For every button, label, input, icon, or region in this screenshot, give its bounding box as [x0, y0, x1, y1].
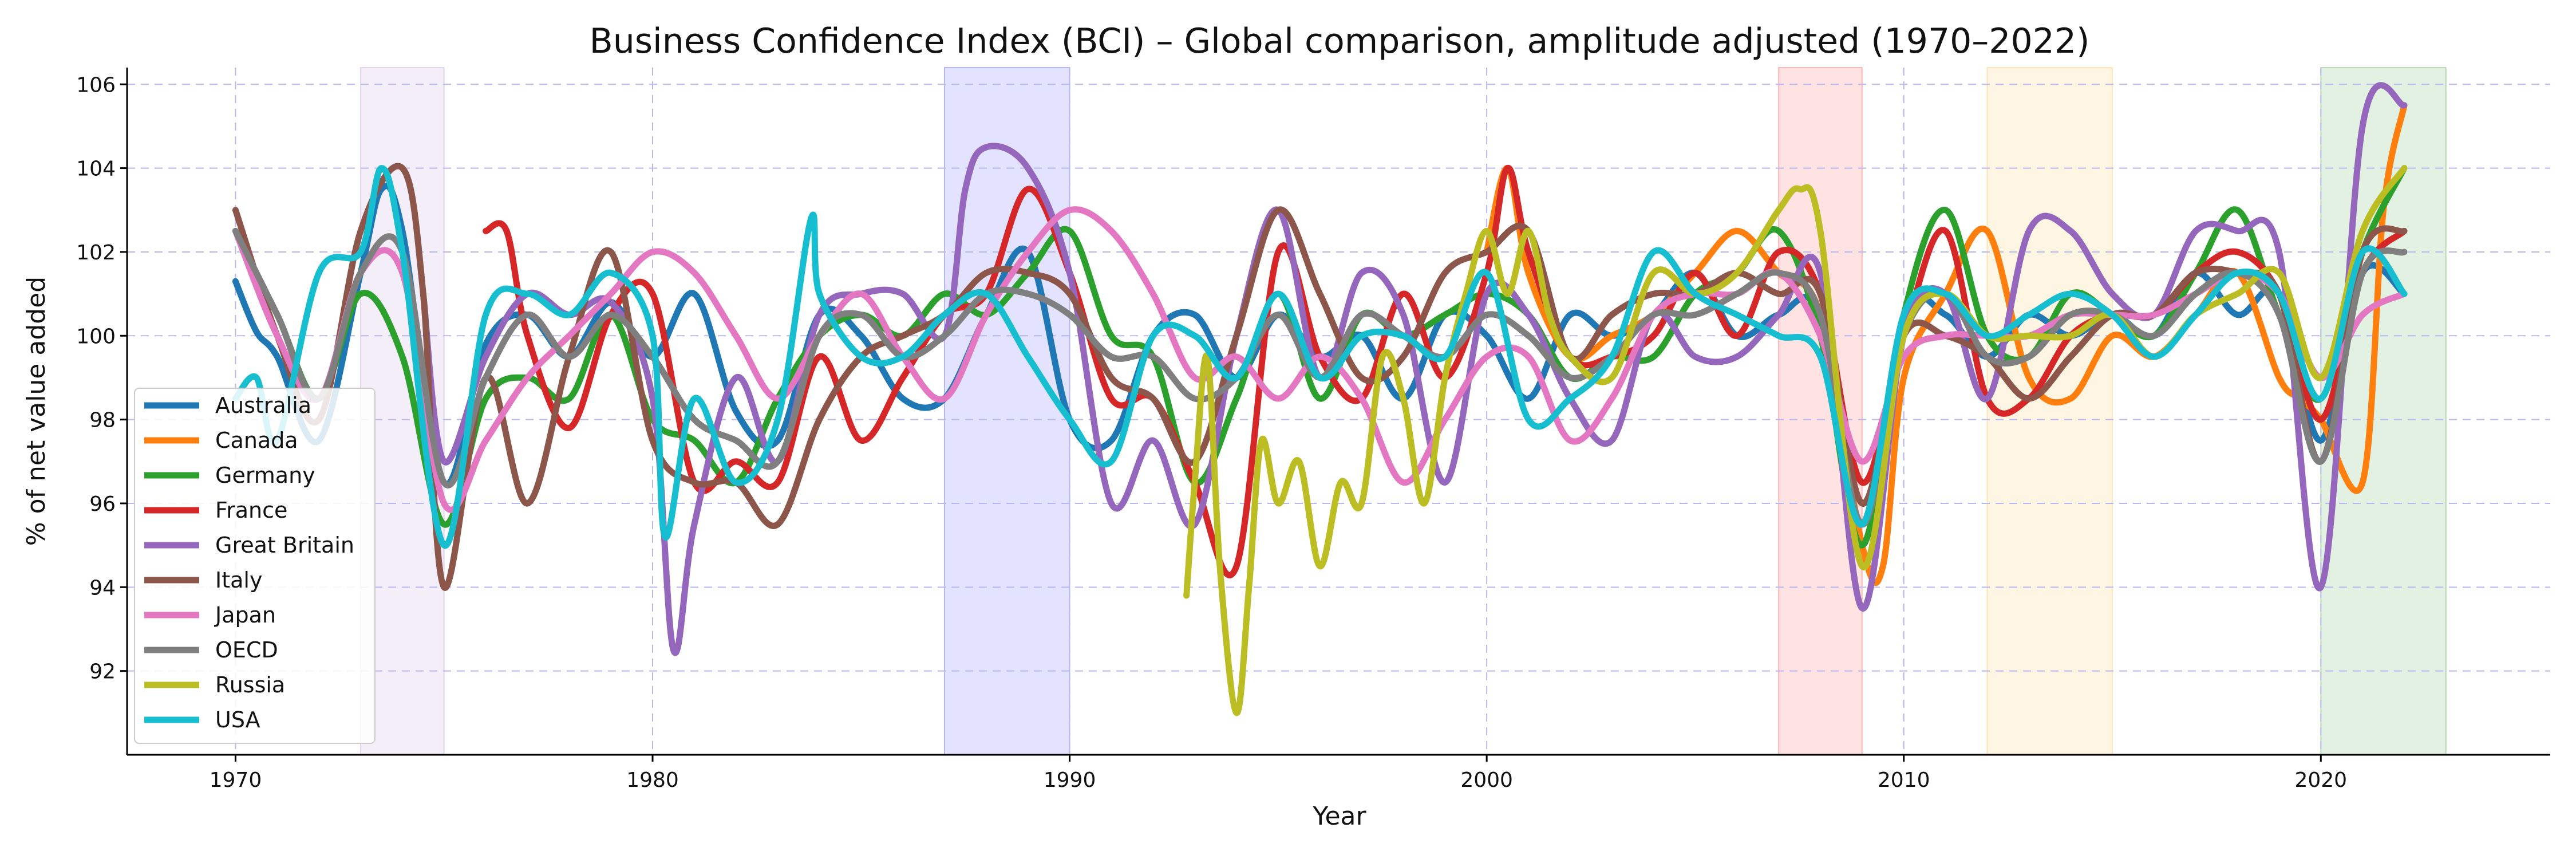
x-tick-label-1990: 1990 — [1044, 769, 1096, 792]
y-tick-label-92: 92 — [89, 660, 116, 684]
x-tick-label-2000: 2000 — [1460, 769, 1513, 792]
x-tick-label-1980: 1980 — [626, 769, 679, 792]
series-line-great-britain — [420, 82, 2408, 656]
y-tick-label-106: 106 — [76, 73, 116, 97]
y-tick-label-102: 102 — [76, 241, 116, 265]
y-tick-label-104: 104 — [76, 157, 116, 181]
series-lines — [232, 82, 2408, 716]
legend: Australia Canada Germany France Great Britai… — [134, 388, 376, 744]
legend-label-japan: Japan — [214, 602, 276, 628]
legend-label-australia: Australia — [215, 393, 311, 418]
y-tick-label-98: 98 — [89, 409, 116, 432]
legend-label-canada: Canada — [215, 428, 298, 453]
legend-label-france: France — [215, 498, 287, 523]
shaded-period-3 — [1779, 68, 1862, 755]
legend-label-italy: Italy — [215, 568, 262, 593]
axis-ticks: 92 94 96 98 100 102 104 106 1970 1980 1990 2000 2010… — [76, 73, 2347, 792]
legend-items: Australia Canada Germany France Great Britai… — [144, 393, 354, 732]
y-axis-label: % of net value added — [22, 277, 51, 546]
x-axis-label: Year — [1312, 802, 1366, 831]
y-tick-label-100: 100 — [76, 325, 116, 348]
y-tick-label-94: 94 — [89, 576, 116, 600]
legend-label-germany: Germany — [215, 463, 315, 488]
shaded-period-2 — [945, 68, 1070, 755]
x-tick-label-1970: 1970 — [210, 769, 262, 792]
legend-label-usa: USA — [215, 707, 260, 732]
x-tick-label-2020: 2020 — [2294, 769, 2347, 792]
series-line-russia — [1183, 165, 2408, 716]
x-tick-label-2010: 2010 — [1878, 769, 1930, 792]
legend-label-russia: Russia — [215, 672, 285, 698]
legend-label-oecd: OECD — [215, 637, 278, 663]
legend-label-great-britain: Great Britain — [215, 533, 354, 558]
chart-title: Business Confidence Index (BCI) – Global… — [590, 21, 2090, 61]
series-line-usa — [232, 165, 2408, 549]
y-tick-label-96: 96 — [89, 492, 116, 516]
